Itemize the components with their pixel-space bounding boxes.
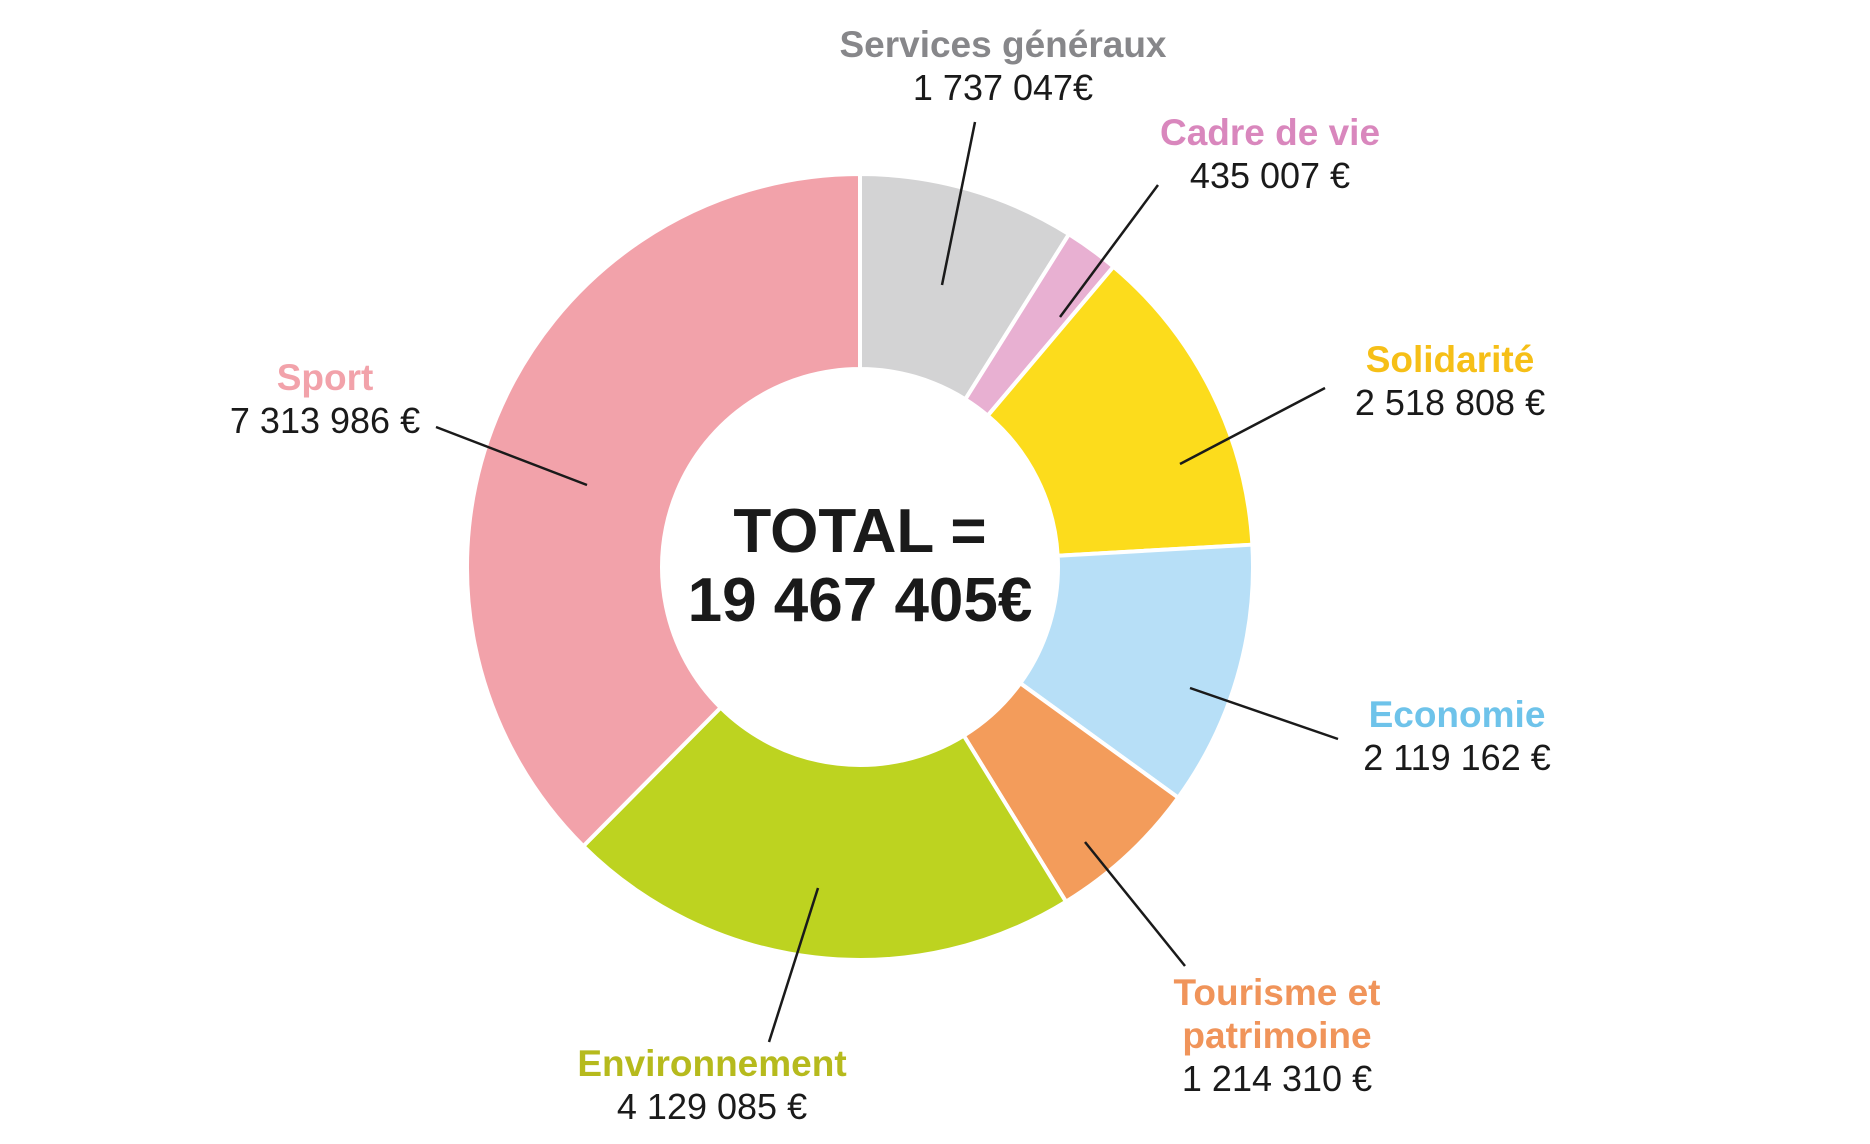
slice-sport [465,171,862,849]
slice-value-label: 435 007 € [1190,155,1350,196]
leader-line [1084,841,1186,967]
slice-value-label: 7 313 986 € [230,400,420,441]
leader-line [435,425,588,487]
donut-slices [465,171,1255,962]
leader-line [940,121,977,286]
leader-line [1058,184,1160,318]
leader-line [1179,386,1326,466]
slice-solidarit- [984,263,1255,558]
slice-value-label: 2 119 162 € [1363,737,1551,778]
leader-line [1189,686,1339,741]
slice-value-label: 1 737 047€ [913,67,1093,108]
slice-economie [1017,542,1255,801]
total-value: 19 467 405€ [688,566,1033,635]
slice-name-label: patrimoine [1182,1015,1371,1056]
slice-value-label: 1 214 310 € [1182,1058,1372,1099]
slice-name-label: Cadre de vie [1160,112,1380,153]
slice-name-label: Sport [277,357,374,398]
leader-lines [435,121,1339,1043]
total-label: TOTAL = [733,497,986,566]
slice-value-label: 2 518 808 € [1355,382,1545,423]
slice-value-label: 4 129 085 € [617,1086,807,1127]
slice-name-label: Services généraux [839,24,1166,65]
slice-environnement [580,704,1069,962]
slice-name-label: Solidarité [1366,339,1535,380]
slice-name-label: Environnement [577,1043,846,1084]
leader-line [767,887,820,1043]
slice-name-label: Economie [1369,694,1546,735]
slice-name-label: Tourisme et [1174,972,1381,1013]
